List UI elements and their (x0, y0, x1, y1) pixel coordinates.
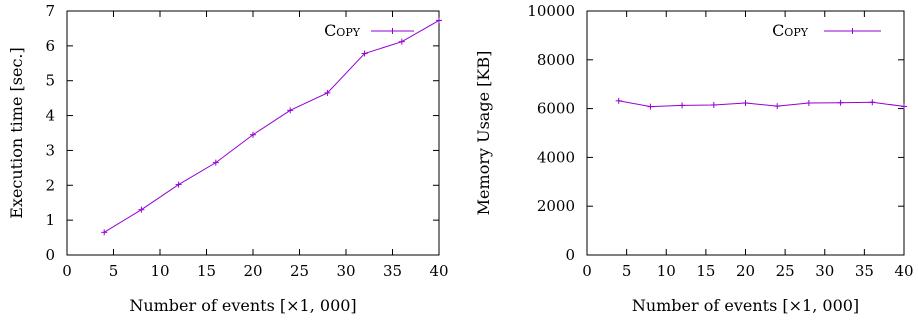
data-point (710, 101, 717, 108)
data-point (647, 103, 654, 110)
x-tick-label: 40 (894, 262, 913, 280)
y-tick-label: 0 (45, 246, 55, 264)
data-point (901, 103, 907, 110)
y-tick-label: 4000 (537, 148, 575, 166)
data-point (805, 99, 812, 106)
chart-2: 0 5 10 15 20 25 30 35 40 0 2000 4000 6000 8000 10000 Nu… (474, 2, 914, 315)
x-tick-label: 15 (197, 262, 216, 280)
x-tick-label: 20 (736, 262, 755, 280)
x-tick-label: 25 (290, 262, 309, 280)
x-tick-label: 10 (657, 262, 676, 280)
x-tick-label: 35 (383, 262, 402, 280)
y-axis-label: Memory Usage [KB] (474, 51, 493, 216)
data-point (837, 99, 844, 106)
x-axis-label: Number of events [×1, 000] (632, 296, 859, 315)
x-tick-label: 40 (429, 262, 448, 280)
series-line (103, 19, 440, 233)
data-point (679, 102, 686, 109)
x-tick-label: 5 (622, 262, 632, 280)
data-point (138, 206, 145, 213)
legend: Copy (772, 21, 881, 40)
data-point (615, 97, 622, 104)
data-point (212, 159, 219, 166)
data-point (436, 17, 442, 24)
data-point (774, 103, 781, 110)
x-tick-label: 30 (336, 262, 355, 280)
y-tick-label: 10000 (527, 2, 575, 20)
chart-1: 0 5 10 15 20 25 30 35 40 0 1 2 3 4 5 6 7 Number of events… (7, 2, 449, 315)
series-line (618, 100, 905, 108)
legend-label: Copy (324, 21, 361, 40)
data-point (175, 181, 182, 188)
data-point (287, 107, 294, 114)
y-tick-label: 2000 (537, 197, 575, 215)
y-tick-label: 2 (45, 176, 55, 194)
data-point (101, 229, 108, 236)
x-tick-label: 0 (62, 262, 72, 280)
x-axis-label: Number of events [×1, 000] (129, 296, 356, 315)
plot-frame (586, 10, 905, 256)
y-tick-label: 7 (45, 2, 55, 20)
data-point (324, 89, 331, 96)
x-tick-label: 0 (582, 262, 592, 280)
y-tick-label: 1 (45, 211, 55, 229)
data-point (250, 131, 256, 138)
x-tick-label: 10 (150, 262, 169, 280)
legend: Copy (324, 21, 414, 40)
y-tick-label: 0 (565, 246, 575, 264)
x-tick-label: 30 (815, 262, 834, 280)
x-tick-label: 5 (109, 262, 119, 280)
data-point (869, 99, 876, 106)
x-tick-label: 35 (855, 262, 874, 280)
x-tick-label: 20 (243, 262, 262, 280)
y-tick-label: 6 (45, 37, 55, 55)
y-tick-label: 3 (45, 141, 55, 159)
y-tick-label: 5 (45, 72, 55, 90)
y-axis-label: Execution time [sec.] (7, 47, 26, 219)
x-tick-label: 15 (696, 262, 715, 280)
data-point (361, 50, 368, 57)
y-tick-label: 6000 (537, 100, 575, 118)
y-tick-label: 4 (45, 107, 55, 125)
legend-label: Copy (772, 21, 809, 40)
data-point (742, 99, 749, 106)
x-tick-label: 25 (776, 262, 795, 280)
y-tick-label: 8000 (537, 51, 575, 69)
data-point (398, 38, 405, 45)
